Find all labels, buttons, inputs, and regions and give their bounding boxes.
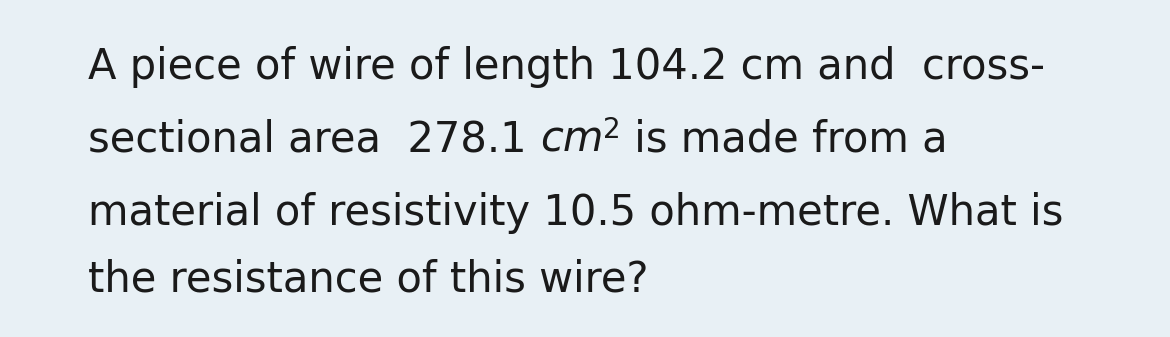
Text: the resistance of this wire?: the resistance of this wire? [88,259,648,301]
Text: A piece of wire of length 104.2 cm and  cross-: A piece of wire of length 104.2 cm and c… [88,46,1045,88]
Text: sectional area  278.1: sectional area 278.1 [88,119,539,161]
Text: 2: 2 [604,116,621,144]
Text: is made from a: is made from a [621,119,948,161]
Text: cm: cm [539,119,604,161]
Text: material of resistivity 10.5 ohm-metre. What is: material of resistivity 10.5 ohm-metre. … [88,192,1064,234]
